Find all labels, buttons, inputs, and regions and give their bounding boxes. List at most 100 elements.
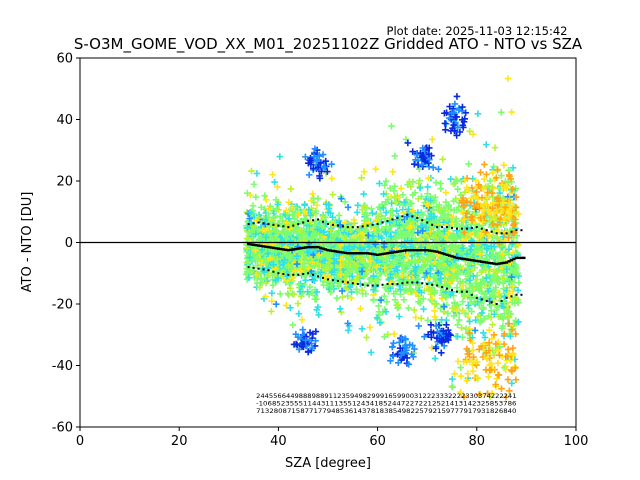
lower-point [267,269,270,272]
scatter-point [339,293,346,301]
scatter-point [465,350,473,357]
scatter-point [337,271,344,279]
scatter-point [451,100,459,108]
lower-point [460,290,463,293]
scatter-point [431,313,439,321]
upper-point [252,222,255,225]
scatter-point [462,249,469,257]
scatter-point [493,375,501,383]
y-tick-label: -40 [52,359,73,374]
scatter-point [485,339,493,347]
scatter-point [393,258,401,266]
scatter-point [421,333,428,341]
scatter-point [504,376,512,383]
scatter-point [442,126,449,134]
scatter-point [475,283,482,291]
scatter-point [448,277,456,284]
scatter-point [360,202,368,210]
scatter-point [439,237,447,245]
scatter-point [315,311,323,319]
scatter-point [479,218,486,226]
scatter-point [475,181,483,189]
scatter-point [373,210,380,218]
scatter-point [454,321,461,329]
scatter-point [245,257,252,265]
scatter-point [267,232,274,240]
scatter-point [295,211,302,219]
scatter-point [488,242,495,250]
scatter-point [491,144,499,151]
lower-point [262,268,265,271]
scatter-point [442,189,450,196]
upper-point [322,220,325,223]
scatter-point [406,341,414,348]
scatter-point [449,375,456,383]
scatter-point [404,139,412,147]
scatter-point [408,288,416,295]
scatter-point [358,325,366,333]
scatter-point [329,191,337,198]
upper-point [431,223,434,226]
y-tick-label: 60 [56,52,73,67]
scatter-point [366,266,374,274]
scatter-point [449,304,456,312]
scatter-point [401,238,408,246]
scatter-point [293,219,301,226]
scatter-point [401,348,408,356]
scatter-point [440,303,448,310]
scatter-point [478,211,486,218]
lower-point [396,283,399,286]
scatter-point [414,257,422,265]
scatter-point [489,291,496,299]
scatter-point [386,185,394,192]
scatter-point [492,206,500,213]
scatter-point [449,213,457,221]
scatter-point [444,258,451,265]
scatter-point [312,328,320,335]
scatter-point [386,219,394,226]
scatter-point [382,178,390,185]
scatter-point [489,204,496,212]
upper-point [366,224,369,227]
scatter-point [402,280,410,287]
scatter-point [424,316,432,324]
lower-point [451,289,453,292]
scatter-point [498,172,505,179]
upper-point [297,223,300,226]
scatter-point [405,361,413,368]
scatter-point [450,197,457,205]
scatter-point [310,251,317,259]
scatter-point [341,219,349,227]
scatter-point [504,290,512,297]
scatter-point [390,187,398,195]
scatter-point [492,340,500,348]
scatter-point [481,280,488,288]
scatter-point [455,316,463,324]
count-row: -106852355511443111355124341852447227221… [256,400,517,407]
scatter-point [430,206,437,214]
upper-point [262,222,265,225]
scatter-point [288,204,296,211]
scatter-point [437,214,445,221]
scatter-point [396,339,403,346]
scatter-point [420,258,428,265]
scatter-point [261,255,268,263]
upper-point [247,223,250,226]
scatter-point [280,274,288,281]
lower-point [480,298,483,301]
scatter-point [441,228,448,235]
scatter-point [265,271,272,279]
scatter-point [394,267,401,274]
scatter-point [283,207,290,214]
scatter-point [463,250,471,258]
upper-point [460,227,463,230]
scatter-point [286,284,294,292]
scatter-point [287,218,295,226]
upper-point [381,221,384,224]
scatter-point [432,345,440,352]
scatter-point [387,271,394,278]
scatter-point [250,180,258,188]
scatter-point [419,152,426,160]
scatter-point [298,258,305,265]
